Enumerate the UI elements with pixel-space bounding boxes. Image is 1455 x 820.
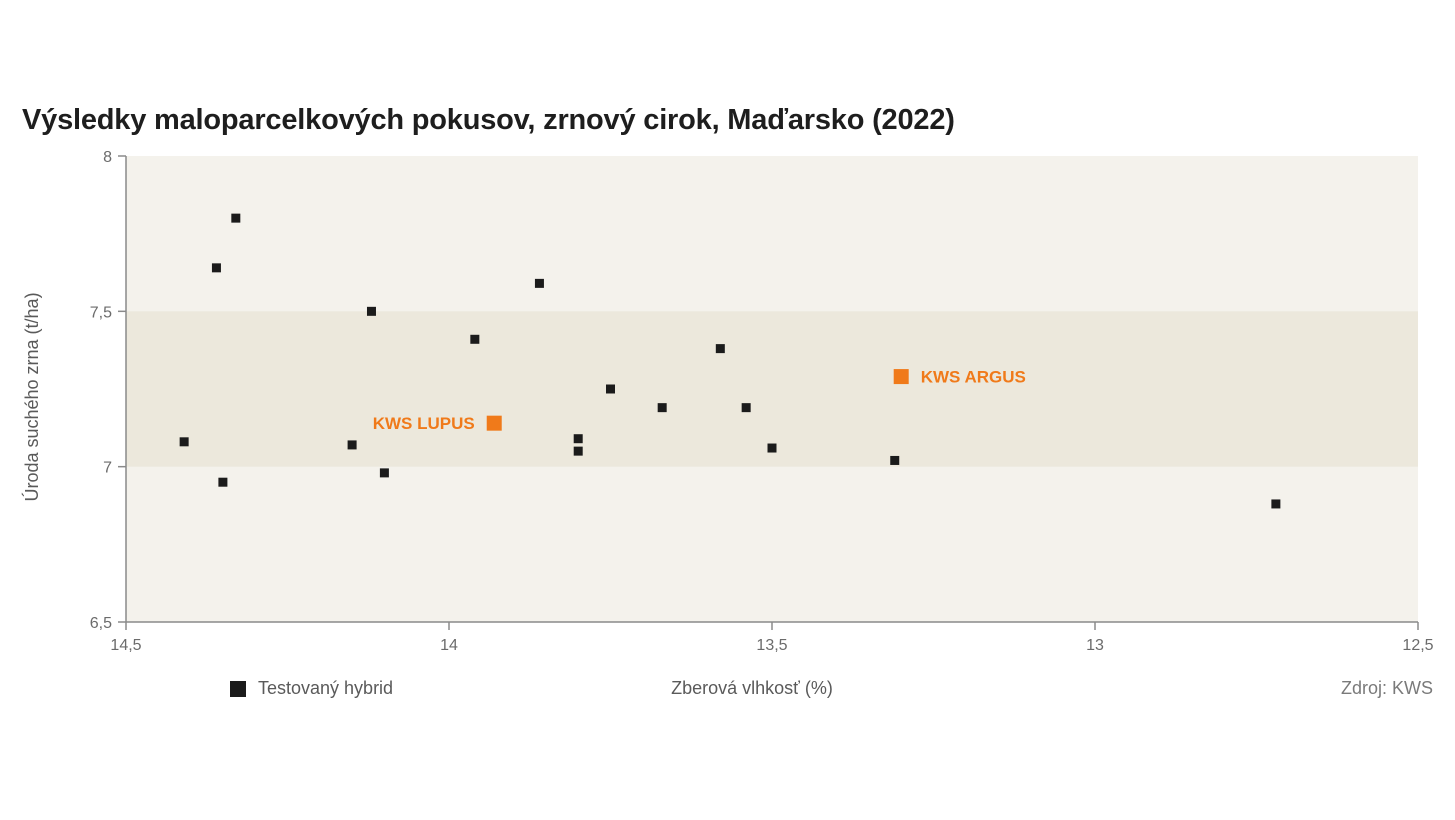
- y-tick-label: 7: [103, 460, 112, 477]
- y-axis-title: Úroda suchého zrna (t/ha): [21, 292, 42, 501]
- data-point: [379, 468, 389, 478]
- x-tick-label: 13: [1086, 637, 1104, 654]
- legend-swatch-square: [230, 680, 246, 697]
- highlight-point: [486, 415, 502, 431]
- x-tick-label: 14: [440, 637, 458, 654]
- legend: Testovaný hybrid: [230, 678, 393, 699]
- data-point: [890, 455, 900, 465]
- chart-title: Výsledky maloparcelkových pokusov, zrnov…: [22, 104, 955, 136]
- x-axis-title: Zberová vlhkosť (%): [671, 678, 833, 698]
- highlight-label: KWS ARGUS: [921, 368, 1026, 387]
- highlight-label: KWS LUPUS: [373, 414, 475, 433]
- data-point: [231, 213, 241, 223]
- data-point: [573, 446, 583, 456]
- source-note: Zdroj: KWS: [1340, 678, 1433, 698]
- highlight-point: [893, 369, 909, 385]
- data-point: [741, 403, 751, 413]
- data-point: [715, 344, 725, 354]
- data-point: [470, 334, 480, 344]
- y-tick-label: 7,5: [90, 304, 112, 321]
- x-tick-label: 12,5: [1402, 637, 1433, 654]
- y-tick-label: 8: [103, 149, 112, 166]
- legend-label: Testovaný hybrid: [258, 678, 394, 698]
- data-point: [211, 263, 221, 273]
- data-point: [218, 477, 228, 487]
- data-point: [657, 403, 667, 413]
- data-point: [767, 443, 777, 453]
- data-point: [366, 306, 376, 316]
- data-point: [179, 437, 189, 447]
- data-point: [573, 434, 583, 444]
- x-tick-label: 14,5: [110, 637, 141, 654]
- data-point: [347, 440, 357, 450]
- x-tick-label: 13,5: [756, 637, 787, 654]
- highlight-band: [126, 311, 1418, 467]
- data-point: [1271, 499, 1281, 509]
- y-tick-label: 6,5: [90, 615, 112, 632]
- data-point: [606, 384, 615, 394]
- data-point: [534, 278, 544, 288]
